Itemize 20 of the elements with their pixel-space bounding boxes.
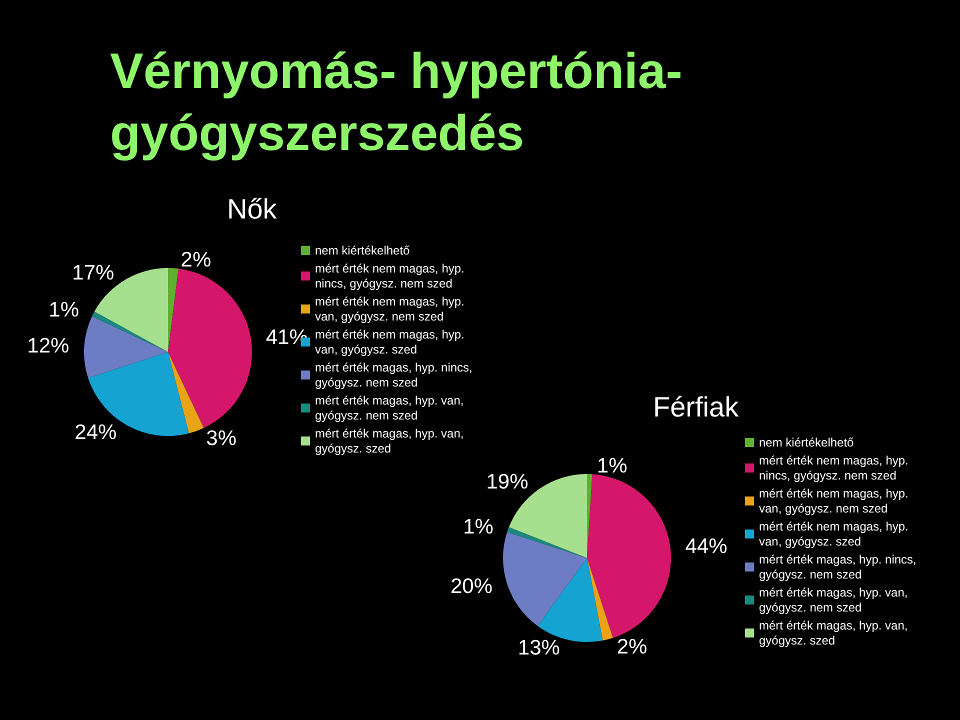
chart-title: Férfiak <box>653 392 740 422</box>
data-label: 24% <box>74 421 117 444</box>
data-label: 2% <box>180 248 212 272</box>
data-label: 1% <box>48 298 80 322</box>
data-label: 2% <box>616 636 648 659</box>
legend-label: mért érték magas, hyp. van, gyógysz. szed <box>759 618 912 648</box>
data-label: 19% <box>486 470 528 494</box>
legend-label: mért érték magas, hyp. van, gyógysz. szed <box>315 426 468 456</box>
chart-title: Vérnyomás- hypertónia-gyógyszerszedés <box>110 42 684 163</box>
data-label: 12% <box>27 334 70 358</box>
data-label: 1% <box>596 454 628 478</box>
legend-label: nem kiértékelhető <box>315 244 410 258</box>
data-label: 17% <box>72 261 114 284</box>
legend-label: nem kiértékelhető <box>759 436 854 450</box>
data-label: 20% <box>450 574 493 598</box>
data-label: 3% <box>206 427 237 450</box>
chart-subtitle: Nők <box>227 194 278 224</box>
data-label: 44% <box>685 534 728 558</box>
data-label: 13% <box>518 636 560 660</box>
data-label: 1% <box>463 515 494 538</box>
